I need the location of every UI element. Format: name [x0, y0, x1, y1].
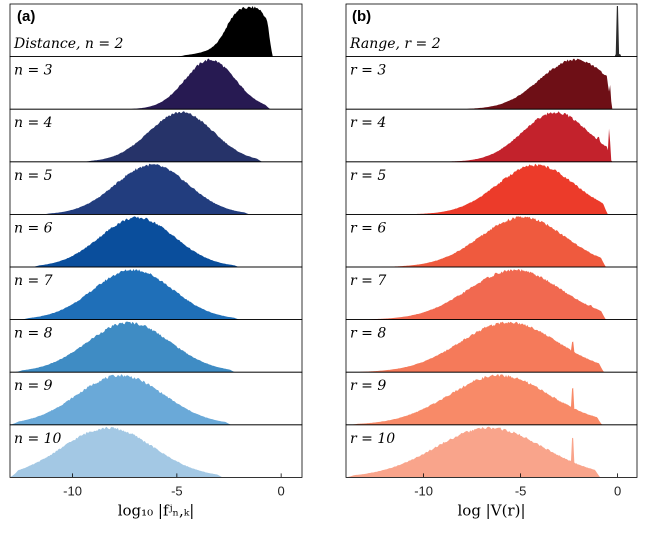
row-label: r = 4	[350, 115, 386, 131]
row-frame	[9, 424, 303, 478]
distribution-area	[10, 269, 302, 320]
row-label: r = 7	[350, 273, 386, 289]
distribution-area	[10, 321, 302, 373]
distribution-area	[10, 426, 302, 478]
row-label: n = 8	[14, 326, 53, 342]
distribution-area	[10, 58, 302, 110]
distribution-area	[346, 216, 637, 267]
row-5: n = 7	[9, 266, 303, 320]
row-1: r = 3	[345, 56, 638, 110]
x-tick-label: 0	[614, 483, 621, 498]
distribution-area	[346, 269, 637, 320]
row-label: r = 5	[350, 168, 386, 184]
row-7: n = 9	[9, 371, 303, 426]
x-axis-label: log |V(r)|	[457, 501, 525, 519]
panel-a: Distance, n = 2 n = 3 n = 4 n = 5 n = 6 n = 7…	[9, 3, 303, 519]
row-3: n = 5	[9, 161, 303, 215]
row-label: n = 5	[14, 168, 53, 184]
x-tick-label: -10	[414, 483, 433, 498]
row-label: n = 10	[14, 431, 62, 447]
distribution-area	[346, 321, 637, 373]
row-2: r = 4	[345, 108, 638, 163]
distribution-area	[10, 216, 302, 267]
distribution-area	[346, 426, 637, 478]
x-tick-label: -5	[171, 483, 183, 498]
row-0: Distance, n = 2	[9, 3, 303, 57]
row-label: n = 7	[14, 273, 53, 289]
distribution-area	[346, 163, 637, 215]
row-4: r = 6	[345, 213, 638, 268]
x-tick-label: -10	[63, 483, 82, 498]
row-1: n = 3	[9, 56, 303, 110]
row-8: r = 10	[345, 424, 638, 478]
row-label: r = 10	[350, 431, 395, 447]
row-8: n = 10	[9, 424, 303, 478]
row-frame	[345, 424, 638, 478]
panel-letter: (b)	[352, 8, 371, 25]
row-3: r = 5	[345, 161, 638, 215]
row-label: r = 3	[350, 63, 386, 79]
distribution-area	[10, 111, 302, 162]
row-2: n = 4	[9, 108, 303, 163]
distribution-area	[346, 58, 637, 110]
distribution-area	[346, 111, 637, 162]
row-label: Distance, n = 2	[13, 36, 124, 52]
row-7: r = 9	[345, 371, 638, 426]
distribution-area	[10, 163, 302, 215]
row-label: n = 4	[14, 115, 53, 131]
row-0: Range, r = 2	[345, 3, 638, 57]
x-axis-label: log₁₀ |fʲₙ,ₖ|	[118, 501, 195, 519]
x-tick-label: -5	[515, 483, 527, 498]
row-label: n = 6	[14, 220, 53, 236]
panel-b: Range, r = 2 r = 3 r = 4 r = 5 r = 6 r = 7 r =…	[345, 3, 638, 519]
panel-letter: (a)	[17, 8, 35, 25]
distribution-area	[346, 374, 637, 425]
row-6: r = 8	[345, 319, 638, 373]
row-label: r = 8	[350, 326, 386, 342]
row-label: Range, r = 2	[349, 36, 441, 52]
distribution-area	[10, 374, 302, 425]
row-label: r = 9	[350, 378, 386, 394]
row-label: r = 6	[350, 220, 386, 236]
row-label: n = 3	[14, 63, 53, 79]
row-6: n = 8	[9, 319, 303, 373]
x-tick-label: 0	[278, 483, 285, 498]
row-5: r = 7	[345, 266, 638, 320]
row-label: n = 9	[14, 378, 53, 394]
row-4: n = 6	[9, 213, 303, 268]
distribution-area	[10, 6, 302, 57]
